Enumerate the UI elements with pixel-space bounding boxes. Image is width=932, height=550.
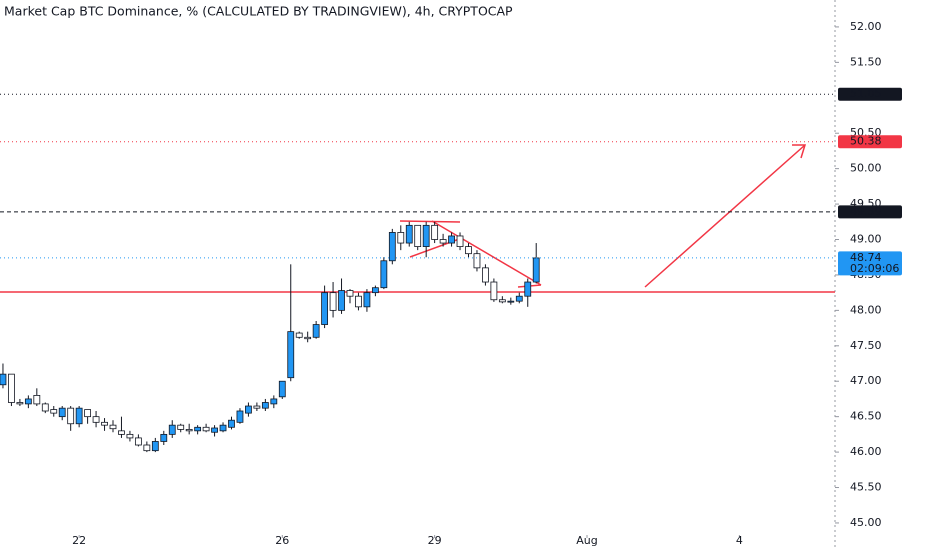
candle-body [118,430,125,435]
candle-body [211,427,218,433]
candle-body [397,232,405,244]
y-tick-label: 51.50 [850,55,882,68]
arrow-line [644,144,806,288]
candle-body [0,373,7,386]
candle-body [465,246,472,255]
candle-body [287,331,295,379]
x-tick-label: 22 [72,534,86,547]
x-tick-label: 26 [275,534,289,547]
y-tick-label: 49.00 [850,233,882,246]
candle-body [50,409,58,414]
price-label: 50.38 [850,135,882,148]
chart-title: Market Cap BTC Dominance, % (CALCULATED … [4,4,513,19]
candle-body [321,292,329,325]
candle-body [126,433,134,439]
x-tick-label: 4 [736,534,743,547]
candle-body [422,224,430,247]
candle-body [346,290,354,297]
y-tick-label: 45.00 [850,516,882,529]
price-label-box [838,251,902,276]
candle-body [498,299,506,303]
candle-body [270,398,278,405]
candle-body [431,224,439,240]
candle-body [67,407,75,425]
candle-body [515,295,523,302]
candle-body [261,402,269,409]
candle-body [278,380,286,398]
y-tick-label: 45.50 [850,481,882,494]
candle-body [388,232,396,262]
trend-line [431,220,542,286]
candle-body [219,424,227,432]
x-tick-label: Aug [576,534,597,547]
y-tick-label: 46.50 [850,410,882,423]
candle-body [202,426,210,432]
candle-body [24,398,32,405]
candle-body [355,295,362,308]
price-label-box [838,205,902,219]
candle-body [41,403,49,412]
price-label-box [838,87,902,101]
price-label-box [838,135,902,149]
y-tick-label: 50.00 [850,162,882,175]
candle-body [168,424,176,435]
candle-body [109,424,117,430]
candle-body [194,426,202,432]
candle-body [312,324,320,338]
candle-body [143,444,151,452]
candle-body [338,290,345,311]
candle-body [380,260,388,289]
candle-body [482,267,489,283]
arrow-head [792,144,807,159]
candle-body [507,300,515,303]
x-tick-label: 29 [428,534,442,547]
candle-body [236,410,244,423]
candle-body [58,407,66,418]
countdown-label: 02:09:06 [850,262,899,275]
trend-line [399,220,461,223]
candle-body [371,287,379,294]
candle-body [490,281,498,301]
candle-body [448,235,455,244]
y-tick-label: 47.50 [850,339,882,352]
candle-body [473,253,481,269]
drawings [0,144,835,293]
price-label: 49.39 [850,205,882,218]
candle-body [151,441,159,452]
candle-body [456,235,464,247]
candle-body [228,419,235,428]
candle-body [75,407,83,425]
candle-body [245,405,252,414]
candle-body [439,239,447,244]
candle-body [304,336,312,340]
candle-body [134,437,142,446]
candle-body [253,405,261,409]
candle-body [33,395,41,405]
candle-body [363,292,371,308]
candle-body [295,332,303,338]
price-label: 48.74 [850,251,882,264]
candle-body [16,402,24,405]
candle-body [524,281,532,297]
candle-body [160,433,168,442]
candle-body [185,429,193,432]
candle-body [532,257,540,283]
y-tick-label: 47.00 [850,374,882,387]
price-label: 51.05 [850,87,882,100]
candle-body [177,424,185,430]
candle-body [84,409,92,418]
candle-body [8,373,15,403]
candle-body [101,421,108,426]
y-tick-label: 46.00 [850,445,882,458]
candle-body [329,292,337,311]
y-tick-label: 52.00 [850,20,882,33]
y-tick-label: 48.00 [850,303,882,316]
candle-body [405,224,413,244]
candle-body [92,416,100,423]
candle-body [414,224,422,247]
